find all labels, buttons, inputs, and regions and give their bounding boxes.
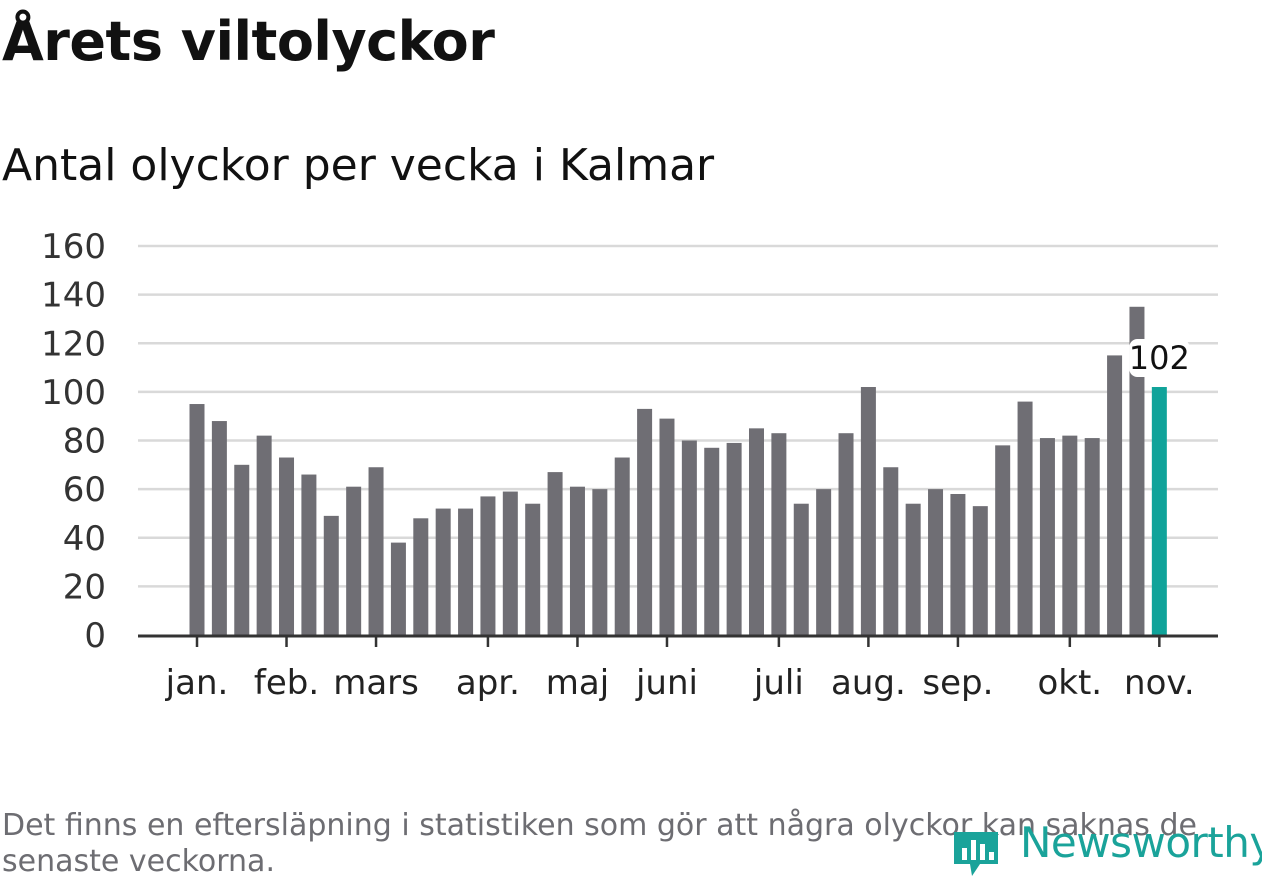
bar	[458, 508, 474, 635]
data-label-background	[1129, 339, 1190, 378]
bar	[547, 472, 563, 635]
bar	[1107, 355, 1123, 635]
bar	[637, 408, 653, 635]
bar	[234, 464, 250, 635]
bar	[1062, 435, 1078, 635]
bar	[681, 440, 697, 635]
bar	[704, 447, 720, 635]
bar	[480, 496, 496, 635]
y-axis-ticks: 0 20 40 60 80 100 120 140 160	[41, 227, 106, 656]
x-tick-label: nov.	[1124, 663, 1195, 703]
data-label: 102	[1129, 339, 1190, 377]
newsworthy-logo-icon	[954, 832, 998, 876]
bar	[279, 457, 295, 635]
x-tick-label: maj	[546, 663, 609, 703]
x-axis: jan. feb. mars apr. maj juni juli aug. sep. okt. n…	[138, 634, 1218, 703]
bar	[972, 506, 988, 635]
bar	[569, 486, 585, 635]
bar	[659, 418, 675, 635]
bar	[614, 457, 630, 635]
x-tick-label: okt.	[1037, 663, 1102, 703]
newsworthy-logo-text: Newsworthy	[1020, 818, 1262, 867]
y-tick-label: 80	[63, 422, 106, 462]
newsworthy-logo: Newsworthy	[950, 818, 1262, 876]
y-tick-label: 60	[63, 470, 106, 510]
bar-chart: 0 20 40 60 80 100 120 140 160 jan. feb. mars apr. ma…	[41, 227, 1218, 703]
bar-highlight	[1151, 387, 1167, 635]
bar	[368, 467, 384, 635]
bar	[525, 503, 541, 635]
bar	[793, 503, 809, 635]
bar	[390, 542, 406, 635]
x-tick-label: aug.	[831, 663, 906, 703]
chart-title: Årets viltolyckor	[2, 10, 495, 73]
x-tick-label: jan.	[165, 663, 229, 703]
bar	[301, 474, 317, 635]
data-labels: 102	[1129, 339, 1190, 378]
bar	[816, 489, 832, 635]
bar	[860, 387, 876, 635]
bar	[1129, 306, 1145, 635]
x-tick-label: sep.	[922, 663, 993, 703]
y-tick-label: 160	[41, 227, 106, 267]
x-tick-label: feb.	[254, 663, 319, 703]
y-tick-label: 20	[63, 567, 106, 607]
y-tick-label: 100	[41, 373, 106, 413]
bar	[435, 508, 451, 635]
bar	[1084, 438, 1100, 635]
y-tick-label: 120	[41, 324, 106, 364]
bar	[323, 515, 339, 635]
x-tick-label: apr.	[456, 663, 520, 703]
chart-subtitle: Antal olyckor per vecka i Kalmar	[2, 140, 715, 191]
bar	[189, 404, 205, 635]
y-tick-label: 0	[84, 616, 106, 656]
bar	[950, 493, 966, 635]
bar	[771, 433, 787, 635]
bar	[256, 435, 272, 635]
y-tick-label: 40	[63, 519, 106, 559]
bar	[1039, 438, 1055, 635]
bars	[189, 306, 1167, 635]
y-tick-label: 140	[41, 276, 106, 316]
bar	[883, 467, 899, 635]
x-tick-label: juli	[753, 663, 804, 703]
bar	[928, 489, 944, 635]
bar	[592, 489, 608, 635]
bar	[995, 445, 1011, 635]
x-tick-label: mars	[333, 663, 419, 703]
bar	[838, 433, 854, 635]
bar	[211, 421, 227, 635]
bar	[502, 491, 518, 635]
gridlines	[138, 244, 1218, 588]
bar	[749, 428, 764, 635]
bar	[905, 503, 921, 635]
bar	[346, 486, 362, 635]
bar	[413, 518, 429, 635]
x-tick-label: juni	[635, 663, 698, 703]
bar	[726, 442, 742, 635]
bar	[1017, 401, 1033, 635]
